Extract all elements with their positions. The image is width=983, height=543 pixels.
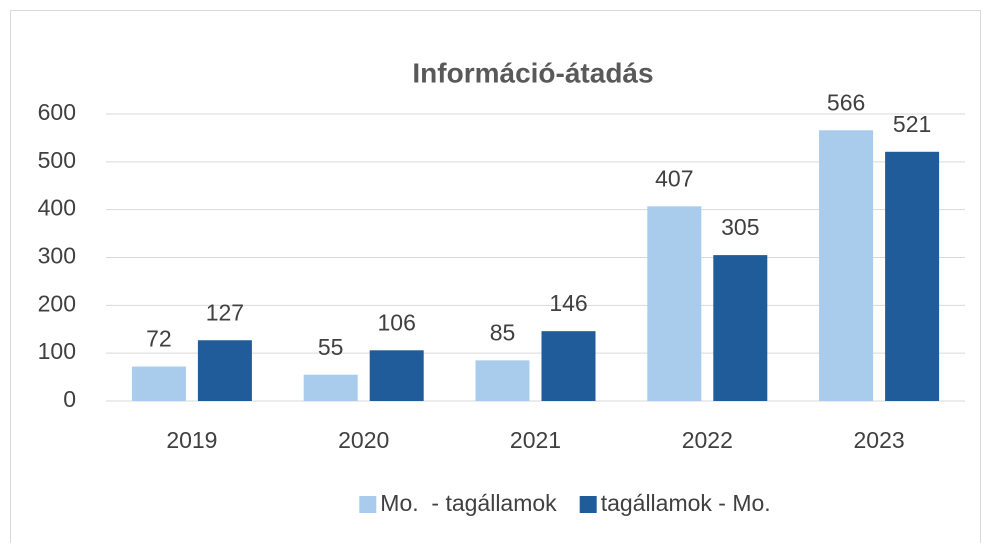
x-tick-label: 2021 bbox=[510, 427, 561, 453]
chart-title: Információ-átadás bbox=[412, 57, 653, 88]
bar bbox=[541, 331, 596, 401]
data-label: 106 bbox=[378, 309, 416, 335]
x-tick-label: 2019 bbox=[166, 427, 217, 453]
data-label: 566 bbox=[827, 89, 865, 115]
chart-border bbox=[10, 10, 981, 543]
bar bbox=[303, 374, 358, 401]
bar bbox=[131, 366, 186, 401]
bar bbox=[647, 206, 702, 401]
data-label: 127 bbox=[206, 299, 244, 325]
y-tick-label: 400 bbox=[38, 195, 76, 221]
bar bbox=[885, 151, 940, 401]
bar bbox=[475, 360, 530, 401]
y-tick-label: 600 bbox=[38, 99, 76, 125]
bar bbox=[197, 340, 252, 401]
legend-swatch bbox=[579, 496, 597, 513]
data-label: 146 bbox=[549, 290, 587, 316]
y-tick-label: 500 bbox=[38, 147, 76, 173]
x-tick-label: 2022 bbox=[682, 427, 733, 453]
data-label: 521 bbox=[893, 111, 931, 137]
legend-label: Mo. - tagállamok bbox=[380, 490, 557, 516]
x-tick-label: 2020 bbox=[338, 427, 389, 453]
bar bbox=[369, 350, 424, 401]
y-tick-label: 300 bbox=[38, 243, 76, 269]
data-label: 55 bbox=[318, 334, 344, 360]
data-label: 72 bbox=[146, 326, 172, 352]
bar bbox=[713, 255, 768, 401]
data-label: 407 bbox=[655, 165, 693, 191]
legend-label: tagállamok - Mo. bbox=[601, 490, 771, 516]
y-tick-label: 100 bbox=[38, 338, 76, 364]
x-tick-label: 2023 bbox=[854, 427, 905, 453]
bar bbox=[819, 130, 874, 401]
data-label: 305 bbox=[721, 214, 759, 240]
data-label: 85 bbox=[490, 319, 516, 345]
legend-swatch bbox=[359, 496, 377, 513]
y-tick-label: 0 bbox=[63, 386, 76, 412]
y-tick-label: 200 bbox=[38, 290, 76, 316]
